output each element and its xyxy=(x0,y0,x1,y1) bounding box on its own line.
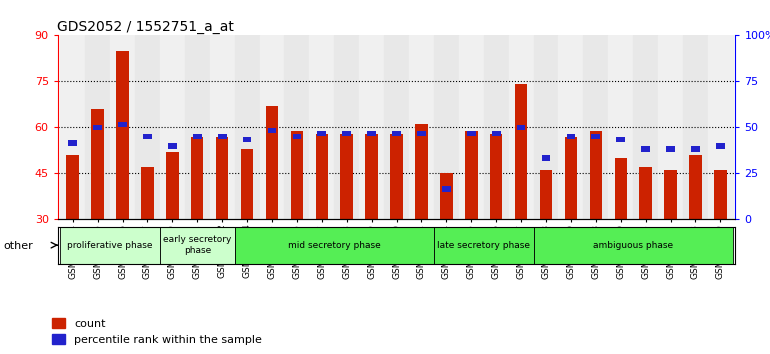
Bar xyxy=(691,146,700,152)
Bar xyxy=(417,131,426,136)
Bar xyxy=(639,167,652,219)
Bar xyxy=(334,35,359,219)
Bar xyxy=(367,131,376,136)
Bar xyxy=(66,155,79,219)
Bar xyxy=(290,131,303,219)
Bar xyxy=(241,149,253,219)
Bar xyxy=(92,109,104,219)
Bar xyxy=(534,227,733,264)
Text: GDS2052 / 1552751_a_at: GDS2052 / 1552751_a_at xyxy=(57,21,234,34)
Bar xyxy=(85,35,110,219)
Bar xyxy=(366,133,378,219)
Bar xyxy=(259,35,284,219)
Bar xyxy=(191,137,203,219)
Bar xyxy=(243,137,252,142)
Bar xyxy=(310,35,334,219)
Bar xyxy=(216,137,229,219)
Bar xyxy=(708,35,733,219)
Bar xyxy=(617,137,625,142)
Bar xyxy=(558,35,584,219)
Bar xyxy=(434,35,459,219)
Bar xyxy=(666,146,675,152)
Bar xyxy=(492,131,501,136)
Bar xyxy=(591,134,600,139)
Bar xyxy=(633,35,658,219)
Legend: count, percentile rank within the sample: count, percentile rank within the sample xyxy=(52,319,262,345)
Bar xyxy=(141,167,154,219)
Bar xyxy=(60,35,85,219)
Bar xyxy=(434,227,534,264)
Bar xyxy=(509,35,534,219)
Bar xyxy=(490,133,502,219)
Bar xyxy=(665,170,677,219)
Bar xyxy=(564,137,578,219)
Bar xyxy=(658,35,683,219)
Bar xyxy=(715,170,727,219)
Bar xyxy=(540,170,552,219)
Bar xyxy=(116,51,129,219)
Bar xyxy=(683,35,708,219)
Bar xyxy=(316,133,328,219)
Bar xyxy=(143,134,152,139)
Bar xyxy=(110,35,135,219)
Bar xyxy=(384,35,409,219)
Bar xyxy=(415,124,427,219)
Text: ambiguous phase: ambiguous phase xyxy=(593,241,673,250)
Bar xyxy=(268,128,276,133)
Bar xyxy=(266,106,278,219)
Bar xyxy=(60,227,160,264)
Bar xyxy=(465,131,477,219)
Bar xyxy=(392,131,401,136)
Bar xyxy=(118,122,127,127)
Bar xyxy=(317,131,326,136)
Bar xyxy=(166,152,179,219)
Bar xyxy=(209,35,235,219)
Bar xyxy=(235,227,434,264)
Bar xyxy=(409,35,434,219)
Bar xyxy=(93,125,102,130)
Text: mid secretory phase: mid secretory phase xyxy=(288,241,380,250)
Bar xyxy=(193,134,202,139)
Bar xyxy=(293,134,301,139)
Bar xyxy=(442,186,450,192)
Bar xyxy=(135,35,160,219)
Bar xyxy=(584,35,608,219)
Bar xyxy=(284,35,310,219)
Bar xyxy=(541,155,551,161)
Bar xyxy=(567,134,575,139)
Bar xyxy=(484,35,509,219)
Bar xyxy=(185,35,209,219)
Bar xyxy=(517,125,525,130)
Bar xyxy=(689,155,701,219)
Bar xyxy=(590,131,602,219)
Bar xyxy=(440,173,453,219)
Bar xyxy=(168,143,176,149)
Text: late secretory phase: late secretory phase xyxy=(437,241,531,250)
Bar xyxy=(343,131,351,136)
Bar xyxy=(235,35,259,219)
Bar xyxy=(69,140,77,145)
Bar xyxy=(160,35,185,219)
Bar xyxy=(160,227,235,264)
Text: proliferative phase: proliferative phase xyxy=(67,241,152,250)
Bar xyxy=(641,146,650,152)
Bar xyxy=(515,85,527,219)
Bar xyxy=(459,35,484,219)
Bar xyxy=(390,133,403,219)
Bar xyxy=(716,143,725,149)
Bar xyxy=(359,35,384,219)
Text: other: other xyxy=(4,241,34,251)
Bar xyxy=(467,131,476,136)
Bar xyxy=(218,134,226,139)
Bar xyxy=(614,158,627,219)
Bar xyxy=(340,133,353,219)
Bar xyxy=(608,35,633,219)
Bar xyxy=(534,35,558,219)
Text: early secretory
phase: early secretory phase xyxy=(163,235,232,255)
